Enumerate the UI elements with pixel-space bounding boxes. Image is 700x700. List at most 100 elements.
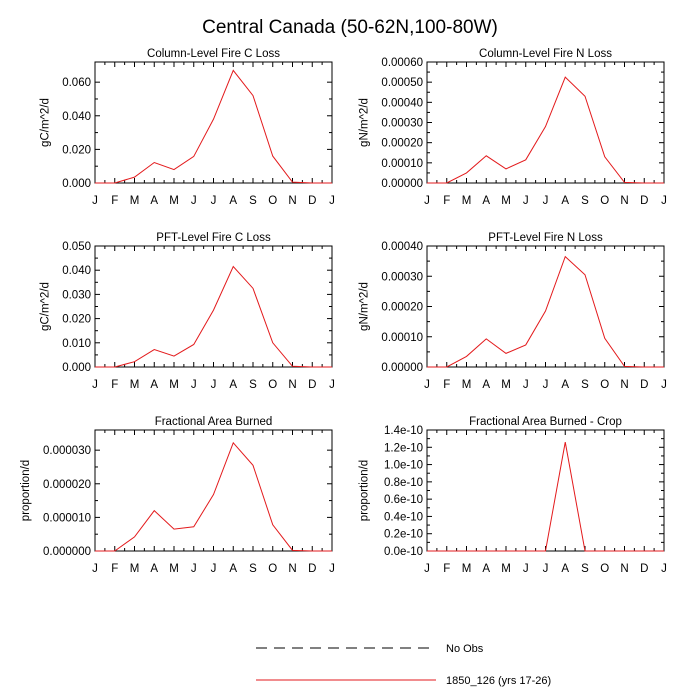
y-tick-label: 0.00000 xyxy=(381,362,423,374)
panel-title: Column-Level Fire N Loss xyxy=(479,48,612,60)
x-tick-label: J xyxy=(92,563,98,575)
x-tick-label: N xyxy=(620,195,628,207)
y-tick-label: 0.040 xyxy=(62,111,91,123)
x-tick-label: F xyxy=(111,379,118,391)
x-tick-label: A xyxy=(482,195,490,207)
x-tick-label: J xyxy=(211,195,217,207)
y-tick-label: 0.00060 xyxy=(381,57,423,69)
y-tick-label: 0.00040 xyxy=(381,97,423,109)
x-tick-label: S xyxy=(581,379,589,391)
y-tick-label: 0.020 xyxy=(62,144,91,156)
y-tick-label: 1.4e-10 xyxy=(384,425,423,437)
y-tick-label: 0.000000 xyxy=(43,546,91,558)
x-tick-label: J xyxy=(329,195,335,207)
x-tick-label: A xyxy=(561,195,569,207)
panel-title: Fractional Area Burned xyxy=(155,416,273,428)
legend-label: 1850_126 (yrs 17-26) xyxy=(446,675,551,687)
panel-title: Fractional Area Burned - Crop xyxy=(469,416,622,428)
y-tick-label: 1.2e-10 xyxy=(384,442,423,454)
x-tick-label: J xyxy=(191,563,197,575)
plot-frame xyxy=(94,61,333,184)
series-line xyxy=(95,265,332,368)
y-tick-label: 0.00020 xyxy=(381,138,423,150)
plot-frame xyxy=(426,429,665,552)
x-tick-label: O xyxy=(268,563,277,575)
y-tick-label: 0.000010 xyxy=(43,512,91,524)
x-tick-label: J xyxy=(543,563,549,575)
y-tick-label: 0.00050 xyxy=(381,77,423,89)
panel-title: PFT-Level Fire N Loss xyxy=(488,232,603,244)
x-tick-label: F xyxy=(443,563,450,575)
x-tick-label: D xyxy=(308,563,316,575)
y-axis-label: gN/m^2/d xyxy=(359,282,371,331)
y-tick-label: 0.040 xyxy=(62,265,91,277)
figure-title: Central Canada (50-62N,100-80W) xyxy=(202,17,498,38)
legend: No Obs 1850_126 (yrs 17-26) xyxy=(256,643,551,687)
y-tick-label: 0.8e-10 xyxy=(384,477,423,489)
x-tick-label: J xyxy=(661,195,667,207)
x-tick-label: O xyxy=(268,195,277,207)
x-tick-label: J xyxy=(523,195,529,207)
x-tick-label: M xyxy=(501,563,511,575)
series-line xyxy=(427,442,664,552)
x-tick-label: D xyxy=(640,563,648,575)
plot-frame xyxy=(94,429,333,552)
x-tick-label: F xyxy=(443,195,450,207)
x-tick-label: S xyxy=(249,563,257,575)
series-line xyxy=(95,69,332,184)
y-tick-label: 0.4e-10 xyxy=(384,511,423,523)
x-tick-label: M xyxy=(130,195,140,207)
x-tick-label: A xyxy=(150,195,158,207)
y-axis-label: proportion/d xyxy=(20,460,32,521)
x-tick-label: M xyxy=(462,563,472,575)
x-tick-label: J xyxy=(543,379,549,391)
x-tick-label: N xyxy=(288,195,296,207)
plot-frame xyxy=(426,245,665,368)
x-tick-label: S xyxy=(249,195,257,207)
x-tick-label: M xyxy=(462,379,472,391)
y-tick-label: 0.00010 xyxy=(381,332,423,344)
x-tick-label: J xyxy=(329,563,335,575)
y-tick-label: 0.000020 xyxy=(43,479,91,491)
y-tick-label: 0.00010 xyxy=(381,158,423,170)
x-tick-label: S xyxy=(249,379,257,391)
x-tick-label: M xyxy=(169,379,179,391)
series-line xyxy=(427,76,664,184)
x-tick-label: S xyxy=(581,195,589,207)
x-tick-label: J xyxy=(661,379,667,391)
x-tick-label: M xyxy=(501,195,511,207)
x-tick-label: A xyxy=(229,379,237,391)
x-tick-label: N xyxy=(620,379,628,391)
x-tick-label: A xyxy=(561,563,569,575)
x-tick-label: J xyxy=(329,379,335,391)
x-tick-label: M xyxy=(169,195,179,207)
y-tick-label: 0.050 xyxy=(62,241,91,253)
series-line xyxy=(427,255,664,368)
y-tick-label: 0.00020 xyxy=(381,302,423,314)
y-tick-label: 0.030 xyxy=(62,289,91,301)
x-tick-label: F xyxy=(111,563,118,575)
x-tick-label: A xyxy=(482,379,490,391)
y-tick-label: 0.000 xyxy=(62,178,91,190)
y-tick-label: 0.00030 xyxy=(381,118,423,130)
x-tick-label: O xyxy=(600,195,609,207)
x-tick-label: D xyxy=(308,379,316,391)
x-tick-label: O xyxy=(600,379,609,391)
y-tick-label: 0.020 xyxy=(62,314,91,326)
y-tick-label: 0.0e-10 xyxy=(384,546,423,558)
plot-frame xyxy=(426,61,665,184)
x-tick-label: J xyxy=(523,563,529,575)
series-line xyxy=(95,441,332,552)
y-axis-label: gN/m^2/d xyxy=(359,98,371,147)
x-tick-label: J xyxy=(661,563,667,575)
y-axis-label: proportion/d xyxy=(359,460,371,521)
panel-title: Column-Level Fire C Loss xyxy=(147,48,280,60)
x-tick-label: M xyxy=(130,563,140,575)
y-tick-label: 0.2e-10 xyxy=(384,529,423,541)
y-tick-label: 0.6e-10 xyxy=(384,494,423,506)
